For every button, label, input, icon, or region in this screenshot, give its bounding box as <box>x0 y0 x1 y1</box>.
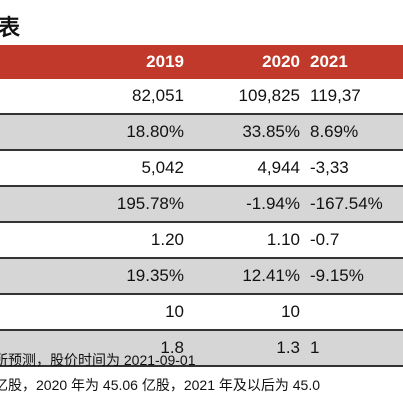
cell-2021: 8.69% <box>302 114 403 151</box>
table-row: 82,051 109,825 119,37 <box>0 79 403 115</box>
header-2020: 2020 <box>186 45 302 79</box>
cell-2021: -167.54% <box>302 186 403 223</box>
cell-2019: 82,051 <box>10 79 186 115</box>
table-title: 表 <box>0 15 21 40</box>
row-label-cell <box>0 222 10 259</box>
cell-2019: 195.78% <box>10 186 186 223</box>
note-forecast-source: 所预测，股价时间为 2021-09-01 <box>0 352 196 368</box>
cell-2020: 1.10 <box>186 222 302 259</box>
cell-2020: -1.94% <box>186 186 302 223</box>
header-2019: 2019 <box>10 45 186 79</box>
cell-2019: 5,042 <box>10 150 186 187</box>
row-label-cell <box>0 150 10 187</box>
row-label-cell <box>0 79 10 115</box>
cell-2020: 1.3 <box>186 330 302 367</box>
row-label-cell <box>0 330 10 367</box>
cell-2019: 1.8 <box>10 330 186 367</box>
row-label-cell <box>0 258 10 295</box>
table-row: 18.80% 33.85% 8.69% <box>0 114 403 151</box>
cell-2019: 1.20 <box>10 222 186 259</box>
header-row: 2019 2020 2021 <box>0 45 403 79</box>
cell-2019: 10 <box>10 294 186 331</box>
cell-2020: 33.85% <box>186 114 302 151</box>
note-share-count: 亿股，2020 年为 45.06 亿股，2021 年及以后为 45.0 <box>0 377 321 393</box>
cell-2019: 18.80% <box>10 114 186 151</box>
table-row: 1.20 1.10 -0.7 <box>0 222 403 259</box>
cell-2019: 19.35% <box>10 258 186 295</box>
row-label-cell <box>0 186 10 223</box>
header-label-cell <box>0 45 10 79</box>
table-row: 195.78% -1.94% -167.54% <box>0 186 403 223</box>
cell-2021: 1 <box>302 330 403 367</box>
table-row: 1.8 1.3 1 <box>0 330 403 367</box>
table-row: 19.35% 12.41% -9.15% <box>0 258 403 295</box>
cell-2020: 10 <box>186 294 302 331</box>
cell-2020: 12.41% <box>186 258 302 295</box>
cell-2021: -9.15% <box>302 258 403 295</box>
cell-2021: 119,37 <box>302 79 403 115</box>
cell-2021: -3,33 <box>302 150 403 187</box>
table-row: 10 10 <box>0 294 403 331</box>
cell-2020: 109,825 <box>186 79 302 115</box>
financial-table: 2019 2020 2021 82,051 109,825 119,37 18.… <box>0 45 403 367</box>
cell-2021: -0.7 <box>302 222 403 259</box>
table-row: 5,042 4,944 -3,33 <box>0 150 403 187</box>
row-label-cell <box>0 114 10 151</box>
header-2021: 2021 <box>302 45 403 79</box>
cell-2021 <box>302 294 403 331</box>
row-label-cell <box>0 294 10 331</box>
cell-2020: 4,944 <box>186 150 302 187</box>
